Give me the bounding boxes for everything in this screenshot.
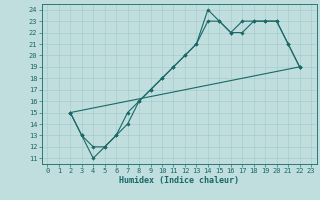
X-axis label: Humidex (Indice chaleur): Humidex (Indice chaleur) [119, 176, 239, 185]
